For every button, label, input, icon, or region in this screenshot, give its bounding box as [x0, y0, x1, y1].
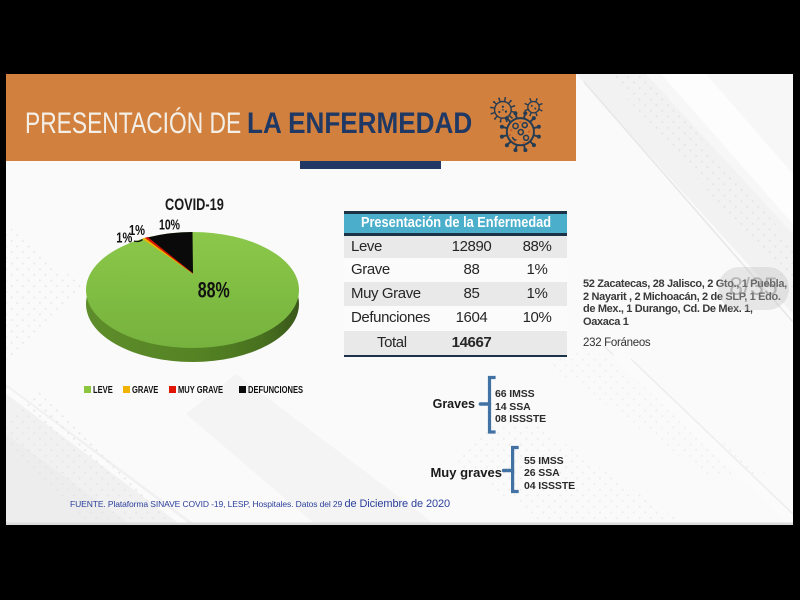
svg-text:1%: 1%	[129, 222, 145, 239]
svg-text:88%: 88%	[198, 278, 230, 303]
svg-text:1%: 1%	[116, 230, 132, 247]
svg-text:10%: 10%	[159, 217, 180, 234]
